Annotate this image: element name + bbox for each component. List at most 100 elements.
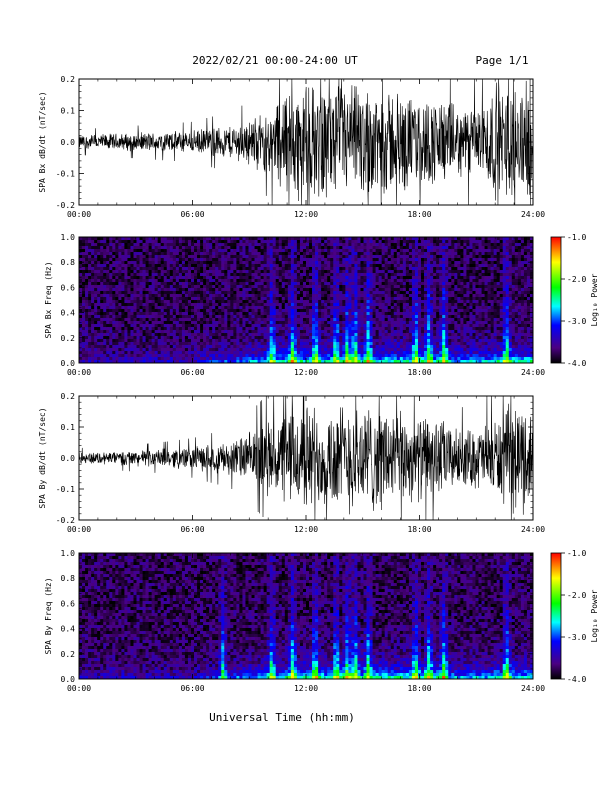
heatmap-cell [121, 306, 125, 310]
heatmap-cell [142, 351, 146, 355]
heatmap-cell [299, 282, 304, 286]
heatmap-cell [351, 264, 355, 268]
heatmap-cell [309, 264, 313, 268]
heatmap-cell [336, 252, 340, 256]
heatmap-cell [172, 327, 177, 331]
heatmap-cell [163, 327, 168, 331]
heatmap-cell [299, 336, 304, 340]
heatmap-cell [417, 330, 422, 334]
heatmap-cell [163, 303, 168, 307]
heatmap-cell [390, 309, 395, 313]
heatmap-cell [375, 267, 379, 271]
heatmap-cell [278, 348, 283, 352]
heatmap-cell [100, 273, 104, 277]
heatmap-cell [251, 285, 255, 289]
heatmap-cell [227, 291, 231, 295]
heatmap-cell [133, 258, 137, 262]
heatmap-cell [302, 345, 307, 349]
heatmap-cell [333, 354, 337, 358]
heatmap-cell [342, 297, 346, 301]
heatmap-cell [363, 279, 367, 283]
heatmap-cell [224, 342, 228, 346]
heatmap-cell [360, 246, 364, 250]
heatmap-cell [354, 294, 358, 298]
heatmap-cell [209, 249, 213, 253]
heatmap-cell [399, 273, 404, 277]
heatmap-cell [357, 252, 361, 256]
heatmap-cell [203, 246, 207, 250]
heatmap-cell [106, 273, 110, 277]
heatmap-cell [112, 309, 116, 313]
heatmap-cell [299, 294, 304, 298]
heatmap-cell [148, 312, 152, 316]
heatmap-cell [372, 327, 376, 331]
heatmap-cell [106, 261, 110, 265]
heatmap-cell [233, 324, 237, 328]
heatmap-cell [345, 240, 349, 244]
heatmap-cell [299, 297, 304, 301]
heatmap-cell [275, 270, 280, 274]
heatmap-cell [299, 354, 304, 358]
heatmap-cell [393, 318, 398, 322]
heatmap-cell [248, 336, 252, 340]
heatmap-cell [197, 312, 201, 316]
heatmap-cell [424, 270, 428, 274]
heatmap-cell [357, 285, 361, 289]
heatmap-cell [309, 246, 313, 250]
heatmap-cell [351, 348, 355, 352]
heatmap-cell [411, 348, 416, 352]
heatmap-cell [390, 282, 395, 286]
heatmap-cell [79, 309, 83, 313]
heatmap-cell [421, 237, 425, 241]
heatmap-cell [306, 306, 310, 310]
heatmap-cell [242, 360, 246, 364]
heatmap-cell [127, 339, 131, 343]
heatmap-cell [396, 345, 401, 349]
heatmap-cell [384, 294, 389, 298]
heatmap-cell [163, 270, 168, 274]
heatmap-cell [387, 270, 392, 274]
heatmap-cell [118, 270, 122, 274]
heatmap-cell [339, 291, 343, 295]
heatmap-cell [299, 330, 304, 334]
heatmap-cell [378, 303, 383, 307]
heatmap-cell [79, 345, 83, 349]
heatmap-cell [306, 237, 310, 241]
heatmap-cell [266, 351, 271, 355]
heatmap-cell [209, 285, 213, 289]
heatmap-cell [330, 339, 334, 343]
heatmap-cell [194, 255, 198, 259]
heatmap-cell [130, 342, 134, 346]
heatmap-cell [163, 273, 168, 277]
heatmap-cell [424, 306, 428, 310]
heatmap-cell [351, 339, 355, 343]
heatmap-cell [172, 237, 177, 241]
heatmap-cell [287, 282, 292, 286]
heatmap-cell [200, 318, 204, 322]
heatmap-cell [227, 357, 231, 361]
heatmap-cell [287, 264, 292, 268]
heatmap-cell [121, 276, 125, 280]
heatmap-cell [408, 354, 413, 358]
heatmap-cell [181, 306, 186, 310]
heatmap-cell [233, 255, 237, 259]
heatmap-cell [296, 243, 301, 247]
heatmap-cell [227, 321, 231, 325]
heatmap-cell [384, 297, 389, 301]
heatmap-cell [82, 261, 86, 265]
heatmap-cell [275, 276, 280, 280]
heatmap-cell [239, 288, 243, 292]
heatmap-cell [88, 333, 92, 337]
heatmap-cell [408, 309, 413, 313]
heatmap-cell [178, 333, 183, 337]
heatmap-cell [209, 357, 213, 361]
heatmap-cell [254, 330, 258, 334]
heatmap-cell [142, 285, 146, 289]
heatmap-cell [224, 252, 228, 256]
heatmap-cell [106, 255, 110, 259]
heatmap-cell [251, 279, 255, 283]
heatmap-cell [275, 237, 280, 241]
heatmap-cell [175, 273, 180, 277]
heatmap-cell [345, 279, 349, 283]
heatmap-cell [115, 291, 119, 295]
